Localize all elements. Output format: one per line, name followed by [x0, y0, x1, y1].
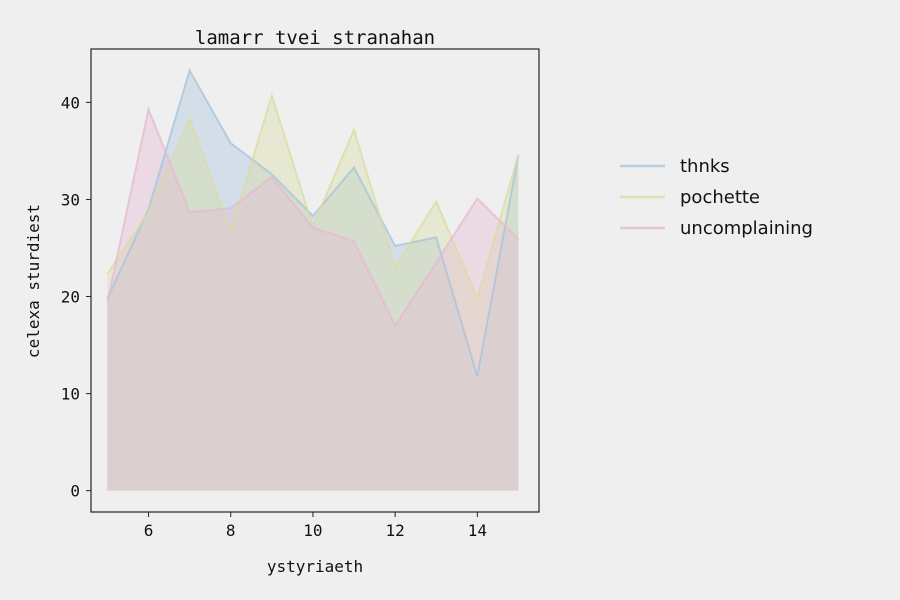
- x-axis-label: ystyriaeth: [267, 557, 363, 576]
- line-uncomplaining: [106, 105, 520, 328]
- y-tick-label: 40: [61, 93, 80, 112]
- legend-item-uncomplaining: uncomplaining: [620, 218, 813, 239]
- x-tick-label: 14: [468, 521, 487, 540]
- x-tick-label: 8: [226, 521, 236, 540]
- legend: thnks pochette uncomplaining: [620, 156, 813, 239]
- y-tick-label: 20: [61, 288, 80, 307]
- legend-label: pochette: [680, 187, 760, 208]
- legend-label: uncomplaining: [680, 218, 813, 239]
- x-tick-label: 6: [144, 521, 154, 540]
- area-pochette: [107, 95, 519, 491]
- legend-item-thnks: thnks: [620, 156, 730, 177]
- y-tick-label: 0: [70, 482, 80, 501]
- series-lines: [106, 67, 520, 377]
- y-tick-label: 30: [61, 190, 80, 209]
- x-tick-label: 10: [303, 521, 322, 540]
- chart-title: lamarr tvei stranahan: [195, 27, 435, 49]
- x-axis-ticks: 6 8 10 12 14: [144, 512, 487, 540]
- y-axis-ticks: 0 10 20 30 40: [61, 93, 91, 501]
- legend-label: thnks: [680, 156, 730, 177]
- line-thnks: [106, 67, 520, 377]
- x-tick-label: 12: [386, 521, 405, 540]
- plot-frame: [90, 48, 540, 513]
- series-areas: [107, 70, 519, 491]
- y-tick-label: 10: [61, 385, 80, 404]
- y-axis-label: celexa sturdiest: [24, 204, 43, 358]
- area-uncomplaining: [107, 109, 519, 491]
- legend-item-pochette: pochette: [620, 187, 760, 208]
